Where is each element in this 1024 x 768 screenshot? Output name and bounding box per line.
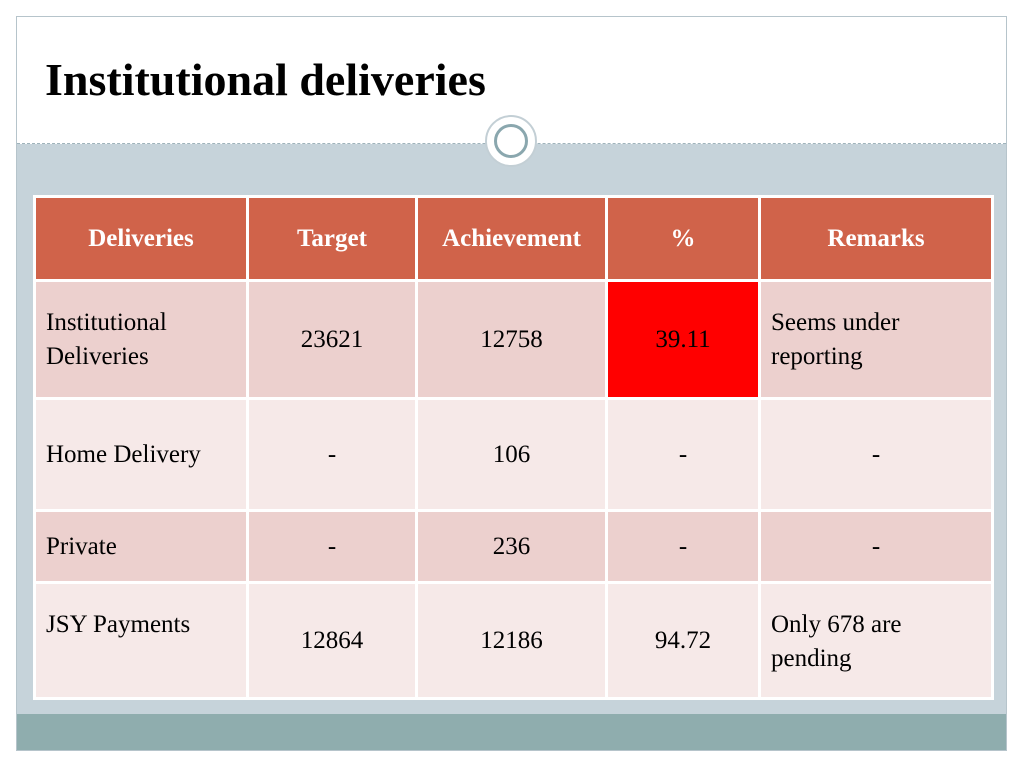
slide-title: Institutional deliveries (45, 54, 486, 105)
cell-delivery: JSY Payments (33, 581, 249, 700)
cell-remarks: Seems under reporting (758, 279, 994, 400)
cell-percent-highlighted: 39.11 (605, 279, 761, 400)
cell-target: 12864 (246, 581, 418, 700)
cell-achievement: 236 (415, 509, 608, 584)
cell-delivery: Institutional Deliveries (33, 279, 249, 400)
cell-percent: - (605, 397, 761, 512)
column-header-deliveries: Deliveries (33, 195, 249, 282)
cell-target: 23621 (246, 279, 418, 400)
deliveries-table: Deliveries Target Achievement % Remarks … (33, 195, 994, 700)
circle-ornament-icon (485, 115, 537, 167)
bottom-band (17, 714, 1006, 750)
table-row: Institutional Deliveries 23621 12758 39.… (33, 279, 994, 400)
column-header-percent: % (605, 195, 761, 282)
cell-achievement: 106 (415, 397, 608, 512)
cell-achievement: 12186 (415, 581, 608, 700)
column-header-achievement: Achievement (415, 195, 608, 282)
cell-remarks: - (758, 397, 994, 512)
cell-percent: - (605, 509, 761, 584)
cell-achievement: 12758 (415, 279, 608, 400)
slide: Institutional deliveries Deliveries Targ… (16, 16, 1007, 751)
column-header-target: Target (246, 195, 418, 282)
table-header-row: Deliveries Target Achievement % Remarks (33, 195, 994, 282)
cell-target: - (246, 509, 418, 584)
cell-target: - (246, 397, 418, 512)
cell-delivery: Private (33, 509, 249, 584)
table-row: JSY Payments 12864 12186 94.72 Only 678 … (33, 581, 994, 700)
cell-remarks: - (758, 509, 994, 584)
cell-remarks: Only 678 are pending (758, 581, 994, 700)
column-header-remarks: Remarks (758, 195, 994, 282)
table-row: Private - 236 - - (33, 509, 994, 584)
cell-percent: 94.72 (605, 581, 761, 700)
cell-delivery: Home Delivery (33, 397, 249, 512)
table-row: Home Delivery - 106 - - (33, 397, 994, 512)
